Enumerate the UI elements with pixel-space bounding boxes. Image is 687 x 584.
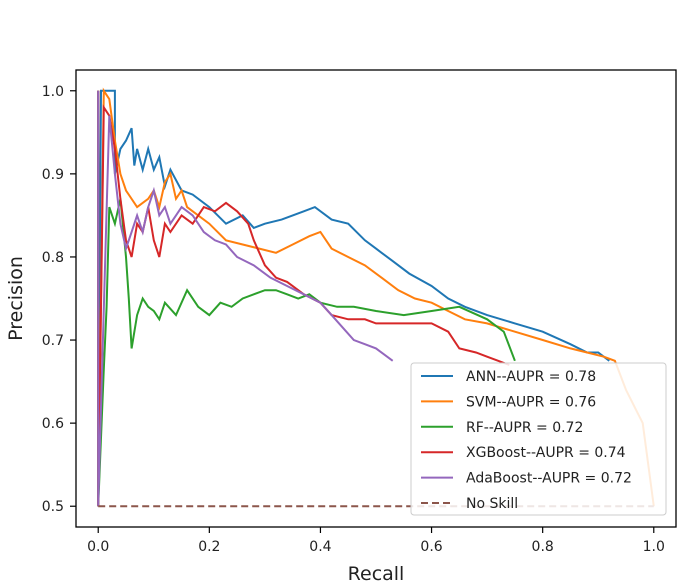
y-tick-label: 0.8 bbox=[42, 250, 64, 266]
x-axis-label: Recall bbox=[348, 563, 405, 584]
legend-entry-label: No Skill bbox=[466, 496, 518, 512]
x-tick-label: 1.0 bbox=[643, 539, 665, 555]
legend-entry-label: SVM--AUPR = 0.76 bbox=[466, 394, 596, 410]
plot-frame bbox=[75, 69, 677, 528]
y-tick-label: 1.0 bbox=[42, 84, 64, 100]
legend-entry-label: XGBoost--AUPR = 0.74 bbox=[466, 445, 626, 461]
legend-entry-label: AdaBoost--AUPR = 0.72 bbox=[466, 471, 632, 487]
legend-entry-label: RF--AUPR = 0.72 bbox=[466, 420, 583, 436]
legend-entry-label: ANN--AUPR = 0.78 bbox=[466, 369, 596, 385]
x-tick-label: 0.4 bbox=[309, 539, 331, 555]
y-tick-label: 0.9 bbox=[42, 167, 64, 183]
series-line-1 bbox=[97, 87, 655, 507]
x-tick-label: 0.2 bbox=[198, 539, 220, 555]
y-tick-label: 0.5 bbox=[42, 499, 64, 515]
x-tick-label: 0.6 bbox=[420, 539, 442, 555]
y-axis-ticks: 0.5 0.6 0.7 0.8 0.9 1.0 bbox=[42, 84, 76, 515]
series-line-4 bbox=[97, 90, 394, 507]
x-tick-label: 0.8 bbox=[532, 539, 554, 555]
x-tick-label: 0.0 bbox=[87, 539, 109, 555]
legend-box bbox=[410, 362, 667, 516]
series-line-0 bbox=[97, 89, 610, 507]
x-axis-ticks: 0.0 0.2 0.4 0.6 0.8 1.0 bbox=[87, 527, 665, 555]
series-line-3 bbox=[97, 90, 510, 507]
y-tick-label: 0.6 bbox=[42, 416, 64, 432]
plot-lines bbox=[97, 87, 655, 508]
y-tick-label: 0.7 bbox=[42, 333, 64, 349]
y-axis-label: Precision bbox=[5, 256, 27, 341]
legend: ANN--AUPR = 0.78 SVM--AUPR = 0.76 RF--AUPR… bbox=[410, 362, 667, 516]
